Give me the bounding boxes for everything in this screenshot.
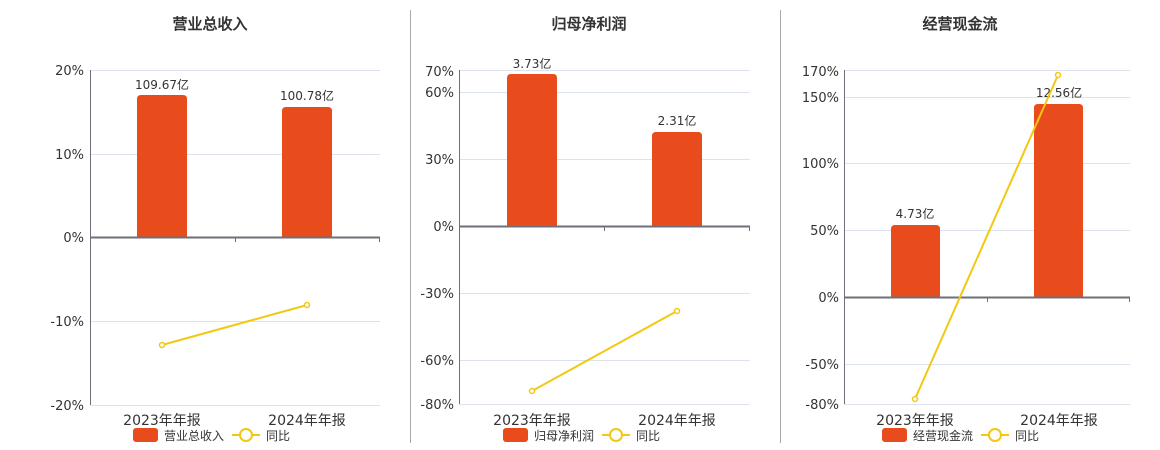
bar-value-label: 12.56亿	[1036, 85, 1082, 100]
svg-text:-50%: -50%	[805, 358, 839, 373]
x-axis-labels: 2023年年报 2024年年报	[493, 413, 716, 429]
chart-legend: 经营现金流 同比	[882, 427, 1039, 443]
svg-text:-20%: -20%	[50, 399, 84, 414]
chart-panel-revenue: 营业总收入 109.67亿 100.78亿 20% 10%	[0, 0, 410, 450]
chart-canvas: 4.73亿 12.56亿 170% 150% 100% 50% 0% -50% …	[802, 65, 1130, 429]
chart-title: 营业总收入	[172, 15, 248, 33]
chart-panel-net-profit: 归母净利润 3.73亿 2.31亿 70% 60% 30% 0%	[410, 0, 780, 450]
bar-series	[507, 74, 702, 226]
svg-text:2024年年报: 2024年年报	[638, 413, 716, 429]
svg-text:-80%: -80%	[805, 398, 839, 413]
legend-line-label[interactable]: 同比	[266, 428, 291, 443]
y-axis-labels: 170% 150% 100% 50% 0% -50% -80%	[802, 65, 839, 413]
yoy-line-series	[528, 307, 681, 395]
legend-bar-label[interactable]: 营业总收入	[164, 428, 225, 443]
bar-2024[interactable]	[652, 132, 702, 226]
bar-2023[interactable]	[137, 95, 187, 237]
svg-text:30%: 30%	[425, 153, 454, 168]
yoy-line-series	[158, 301, 311, 349]
svg-text:-60%: -60%	[420, 354, 454, 369]
bar-value-label: 4.73亿	[896, 206, 935, 221]
svg-text:20%: 20%	[55, 64, 84, 79]
y-axis-labels: 20% 10% 0% -10% -20%	[50, 64, 84, 414]
legend-line-label[interactable]: 同比	[1015, 428, 1040, 443]
svg-text:60%: 60%	[425, 86, 454, 101]
legend-bar-label[interactable]: 归母净利润	[534, 428, 595, 443]
bar-value-label: 2.31亿	[658, 113, 697, 128]
svg-text:70%: 70%	[425, 65, 454, 80]
svg-text:2024年年报: 2024年年报	[268, 413, 346, 429]
yoy-point-2023[interactable]	[911, 395, 919, 403]
legend-line-icon[interactable]	[602, 428, 631, 442]
legend-line-icon[interactable]	[232, 428, 261, 442]
panel-divider	[780, 10, 781, 443]
svg-text:50%: 50%	[810, 224, 839, 239]
svg-text:0%: 0%	[63, 231, 84, 246]
svg-text:2023年年报: 2023年年报	[876, 413, 954, 429]
bar-series	[137, 95, 332, 237]
panel-divider	[410, 10, 411, 443]
chart-panel-operating-cashflow: 经营现金流 4.73亿 12.56亿 170% 150% 100%	[780, 0, 1160, 450]
svg-text:0%: 0%	[818, 291, 839, 306]
bar-value-label: 109.67亿	[135, 77, 189, 92]
svg-text:-30%: -30%	[420, 287, 454, 302]
legend-bar-swatch[interactable]	[133, 428, 158, 442]
chart-title: 经营现金流	[922, 15, 998, 33]
yoy-point-2024[interactable]	[303, 301, 311, 309]
bar-value-label: 3.73亿	[513, 56, 552, 71]
svg-text:10%: 10%	[55, 148, 84, 163]
chart-title: 归母净利润	[551, 15, 627, 33]
bar-2023[interactable]	[891, 225, 940, 297]
chart-canvas: 109.67亿 100.78亿 20% 10% 0% -10% -20% 202…	[50, 64, 380, 429]
x-axis-labels: 2023年年报 2024年年报	[123, 413, 346, 429]
bar-2024[interactable]	[282, 107, 332, 237]
svg-text:-10%: -10%	[50, 315, 84, 330]
bar-value-label: 100.78亿	[280, 88, 334, 103]
y-axis-labels: 70% 60% 30% 0% -30% -60% -80%	[420, 65, 454, 413]
svg-text:2023年年报: 2023年年报	[493, 413, 571, 429]
svg-text:2024年年报: 2024年年报	[1020, 413, 1098, 429]
yoy-point-2023[interactable]	[528, 387, 536, 395]
yoy-point-2024[interactable]	[673, 307, 681, 315]
svg-text:-80%: -80%	[420, 398, 454, 413]
svg-text:0%: 0%	[433, 220, 454, 235]
bar-series	[891, 104, 1083, 297]
x-axis-labels: 2023年年报 2024年年报	[876, 413, 1098, 429]
chart-legend: 归母净利润 同比	[503, 427, 660, 443]
legend-bar-swatch[interactable]	[503, 428, 528, 442]
svg-text:100%: 100%	[802, 157, 839, 172]
legend-bar-swatch[interactable]	[882, 428, 907, 442]
bar-2024[interactable]	[1034, 104, 1083, 297]
yoy-point-2023[interactable]	[158, 341, 166, 349]
chart-legend: 营业总收入 同比	[133, 427, 290, 443]
legend-line-label[interactable]: 同比	[636, 428, 661, 443]
svg-text:170%: 170%	[802, 65, 839, 80]
bar-2023[interactable]	[507, 74, 557, 226]
svg-text:150%: 150%	[802, 91, 839, 106]
legend-bar-label[interactable]: 经营现金流	[913, 428, 974, 443]
chart-canvas: 3.73亿 2.31亿 70% 60% 30% 0% -30% -60% -80…	[420, 56, 750, 429]
yoy-line-series	[911, 71, 1062, 403]
svg-text:2023年年报: 2023年年报	[123, 413, 201, 429]
legend-line-icon[interactable]	[981, 428, 1010, 442]
yoy-point-2024[interactable]	[1054, 71, 1062, 79]
